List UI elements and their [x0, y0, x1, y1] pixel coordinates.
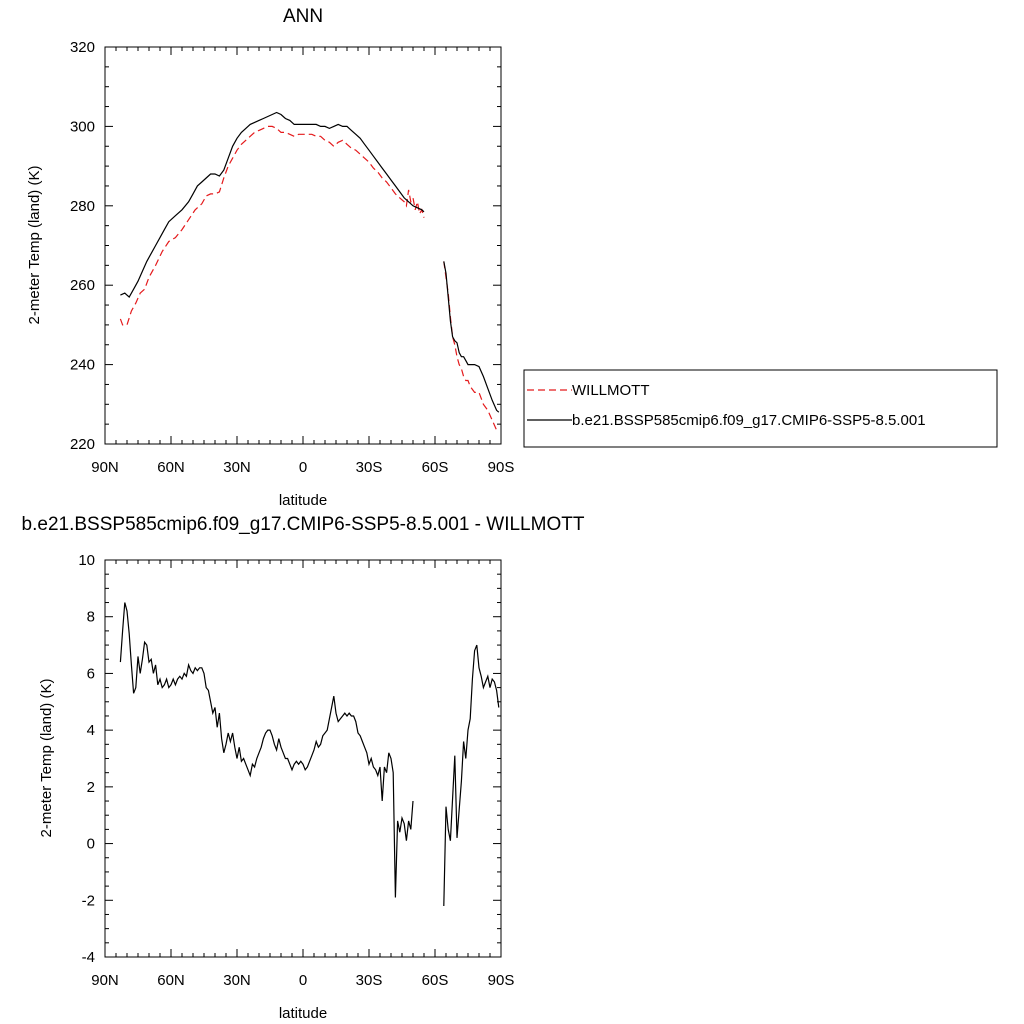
top-y-tick-label: 260	[70, 277, 95, 294]
top-x-tick-label: 0	[299, 459, 307, 476]
bottom-x-tick-label: 30S	[356, 972, 383, 989]
top-ticks: 90N 60N 30N 0 30S 60S 90S 220 240 260 280 300 320	[70, 39, 514, 476]
legend: WILLMOTT b.e21.BSSP585cmip6.f09_g17.CMIP…	[523, 369, 998, 448]
top-x-tick-label: 90S	[488, 459, 515, 476]
bottom-x-axis-label: latitude	[279, 1005, 327, 1022]
top-chart-title: ANN	[283, 6, 323, 27]
bottom-y-tick-label: 0	[87, 836, 95, 853]
bottom-x-tick-label: 60N	[157, 972, 185, 989]
bottom-series-0-segment-1	[443, 644, 500, 907]
top-series-0-segment-1	[443, 261, 500, 432]
bottom-x-tick-label: 90S	[488, 972, 515, 989]
bottom-x-tick-label: 60S	[422, 972, 449, 989]
top-panel: ANN 90N 60N 30N 0 30S 60S 90S 220 240 260 280 300 32…	[26, 6, 998, 509]
legend-label-model: b.e21.BSSP585cmip6.f09_g17.CMIP6-SSP5-8.…	[572, 412, 926, 429]
bottom-plot-frame	[104, 559, 502, 958]
top-series-lines	[119, 111, 500, 432]
top-series-0-segment-0	[119, 125, 425, 326]
top-x-tick-label: 30S	[356, 459, 383, 476]
bottom-y-tick-label: -2	[82, 892, 95, 909]
top-y-tick-label: 220	[70, 436, 95, 453]
top-y-tick-label: 240	[70, 357, 95, 374]
top-plot-frame	[104, 46, 502, 445]
legend-label-willmott: WILLMOTT	[572, 382, 650, 399]
bottom-y-axis-label: 2-meter Temp (land) (K)	[38, 679, 55, 838]
bottom-y-tick-label: 2	[87, 779, 95, 796]
top-y-tick-label: 280	[70, 198, 95, 215]
top-x-tick-label: 30N	[223, 459, 251, 476]
top-series-1-segment-0	[120, 111, 425, 299]
bottom-y-tick-label: 10	[78, 552, 95, 569]
top-x-tick-label: 90N	[91, 459, 119, 476]
bottom-y-tick-label: 4	[87, 722, 95, 739]
bottom-series-lines	[119, 602, 500, 907]
top-series-1-segment-1	[443, 261, 500, 413]
top-y-tick-label: 320	[70, 39, 95, 56]
bottom-x-tick-label: 30N	[223, 972, 251, 989]
top-x-tick-label: 60S	[422, 459, 449, 476]
bottom-ticks: 90N 60N 30N 0 30S 60S 90S -4 -2 0 2 4 6 8 10	[78, 552, 514, 989]
bottom-series-0-segment-0	[119, 602, 414, 898]
bottom-panel: b.e21.BSSP585cmip6.f09_g17.CMIP6-SSP5-8.…	[22, 514, 585, 1022]
top-y-axis-label: 2-meter Temp (land) (K)	[26, 166, 43, 325]
top-x-tick-label: 60N	[157, 459, 185, 476]
bottom-y-tick-label: -4	[82, 949, 95, 966]
bottom-y-tick-label: 8	[87, 609, 95, 626]
legend-box	[523, 369, 998, 448]
bottom-y-tick-label: 6	[87, 665, 95, 682]
bottom-chart-title: b.e21.BSSP585cmip6.f09_g17.CMIP6-SSP5-8.…	[22, 514, 585, 535]
top-y-tick-label: 300	[70, 118, 95, 135]
bottom-x-tick-label: 0	[299, 972, 307, 989]
bottom-x-tick-label: 90N	[91, 972, 119, 989]
top-x-axis-label: latitude	[279, 492, 327, 509]
